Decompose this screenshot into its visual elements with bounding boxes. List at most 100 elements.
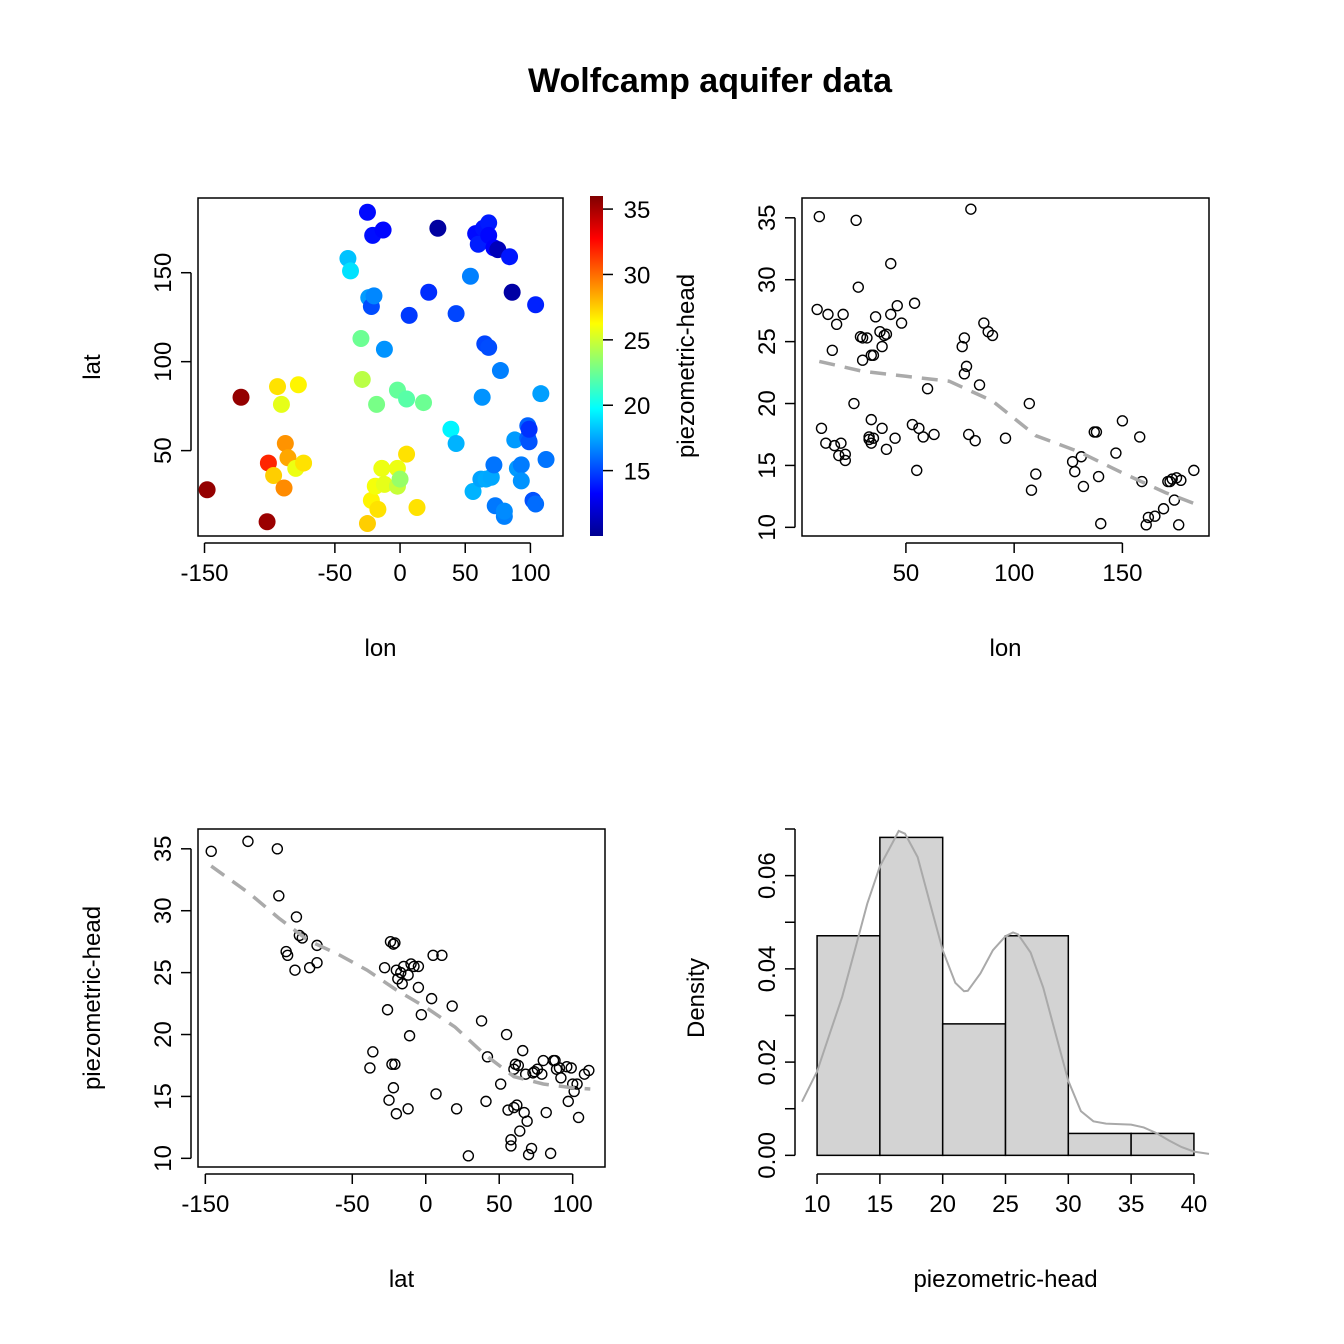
well-point bbox=[442, 420, 460, 438]
smooth-curve bbox=[210, 864, 591, 1091]
well-point bbox=[461, 267, 479, 285]
well-point bbox=[473, 388, 491, 406]
data-point bbox=[885, 308, 897, 321]
data-point bbox=[367, 1046, 379, 1058]
data-point bbox=[396, 978, 408, 990]
data-point bbox=[281, 949, 294, 961]
data-point bbox=[837, 308, 849, 321]
data-point bbox=[906, 418, 919, 431]
lat-head-y-axis-label: piezometric-head bbox=[79, 906, 106, 1090]
well-point bbox=[512, 456, 530, 474]
lon-head-x-tick-label: 100 bbox=[994, 560, 1034, 587]
data-point bbox=[889, 432, 901, 444]
data-point bbox=[475, 1015, 488, 1027]
data-point bbox=[555, 1072, 567, 1084]
data-point bbox=[928, 428, 940, 441]
lon-vs-head-panel: lon 50 100 150 10 15 20 25 30 35 bbox=[754, 197, 1210, 662]
colorbar-label: piezometric-head bbox=[673, 274, 700, 458]
data-point bbox=[271, 843, 284, 855]
lat-head-y-tick-label: 35 bbox=[150, 835, 177, 862]
data-point bbox=[1030, 468, 1042, 480]
well-point bbox=[365, 287, 383, 305]
data-point bbox=[521, 1115, 533, 1127]
map-x-tick-label: 100 bbox=[510, 560, 550, 587]
data-point bbox=[405, 958, 417, 970]
well-point bbox=[501, 248, 519, 266]
data-point bbox=[303, 961, 316, 974]
data-point bbox=[1166, 473, 1178, 485]
data-point bbox=[387, 938, 400, 950]
map-x-axis-label: lon bbox=[364, 635, 396, 662]
data-point bbox=[1172, 519, 1185, 531]
well-point bbox=[429, 219, 447, 237]
data-point bbox=[481, 1051, 494, 1063]
map-y-axis-label: lat bbox=[79, 354, 106, 380]
lat-head-x-tick-label: -150 bbox=[181, 1191, 229, 1218]
data-point bbox=[528, 1065, 541, 1078]
data-point bbox=[1023, 397, 1036, 410]
lon-head-y-tick-label: 35 bbox=[754, 204, 781, 231]
lon-head-y-tick-label: 10 bbox=[754, 514, 781, 541]
well-point bbox=[369, 500, 387, 518]
well-point bbox=[373, 459, 391, 477]
data-point bbox=[962, 428, 975, 441]
histogram-x-tick-label: 25 bbox=[992, 1191, 1019, 1218]
well-point bbox=[520, 433, 538, 451]
map-panel: lon lat piezometric-head -150 -50 0 50 100 50… bbox=[79, 196, 700, 662]
data-point bbox=[412, 960, 425, 973]
colorbar-tick-label: 35 bbox=[624, 197, 651, 224]
data-point bbox=[525, 1142, 538, 1155]
data-point bbox=[1142, 511, 1155, 524]
lon-head-x-tick-label: 150 bbox=[1102, 560, 1142, 587]
data-point bbox=[835, 437, 847, 449]
lat-head-x-tick-label: 0 bbox=[419, 1191, 432, 1218]
data-point bbox=[911, 464, 923, 477]
well-point bbox=[447, 434, 465, 452]
data-point bbox=[1149, 510, 1161, 522]
data-point bbox=[921, 382, 934, 395]
map-y-tick-label: 50 bbox=[150, 437, 177, 464]
data-point bbox=[544, 1147, 557, 1160]
data-point bbox=[364, 1062, 376, 1074]
data-point bbox=[205, 845, 217, 857]
data-point bbox=[386, 1058, 398, 1070]
lon-head-y-tick-label: 25 bbox=[754, 328, 781, 355]
well-point bbox=[400, 306, 418, 324]
lat-head-y-tick-label: 25 bbox=[150, 959, 177, 986]
well-point bbox=[391, 470, 409, 488]
well-point bbox=[480, 214, 498, 232]
data-point bbox=[381, 1004, 394, 1016]
data-point bbox=[512, 1059, 525, 1072]
well-point bbox=[527, 495, 545, 513]
data-point bbox=[296, 932, 309, 944]
histogram-y-tick-label: 0.00 bbox=[754, 1132, 781, 1179]
data-point bbox=[387, 1082, 400, 1094]
data-point bbox=[973, 379, 986, 391]
lat-head-y-tick-label: 20 bbox=[150, 1021, 177, 1048]
well-point bbox=[480, 338, 498, 356]
well-point bbox=[265, 467, 283, 485]
well-point bbox=[289, 376, 307, 394]
data-point bbox=[999, 432, 1012, 444]
histogram-x-tick-label: 35 bbox=[1118, 1191, 1145, 1218]
data-point bbox=[511, 1099, 523, 1111]
histogram-x-tick-label: 10 bbox=[804, 1191, 831, 1218]
well-point bbox=[447, 305, 465, 323]
data-point bbox=[403, 1030, 416, 1042]
data-point bbox=[508, 1101, 520, 1114]
well-point bbox=[532, 385, 550, 403]
data-point bbox=[958, 332, 971, 344]
colorbar-tick-label: 30 bbox=[624, 262, 651, 289]
lon-head-x-axis-label: lon bbox=[989, 635, 1021, 662]
well-point bbox=[375, 340, 393, 358]
histogram-x-tick-label: 30 bbox=[1055, 1191, 1082, 1218]
data-point bbox=[273, 890, 285, 902]
histogram-panel: piezometric-head Density 10 15 20 25 30 35 40 0… bbox=[683, 828, 1210, 1293]
data-point bbox=[1157, 503, 1170, 515]
data-point bbox=[430, 1088, 442, 1100]
data-point bbox=[867, 432, 880, 444]
data-point bbox=[408, 960, 420, 973]
map-x-tick-label: 0 bbox=[393, 560, 406, 587]
data-point bbox=[839, 454, 851, 467]
